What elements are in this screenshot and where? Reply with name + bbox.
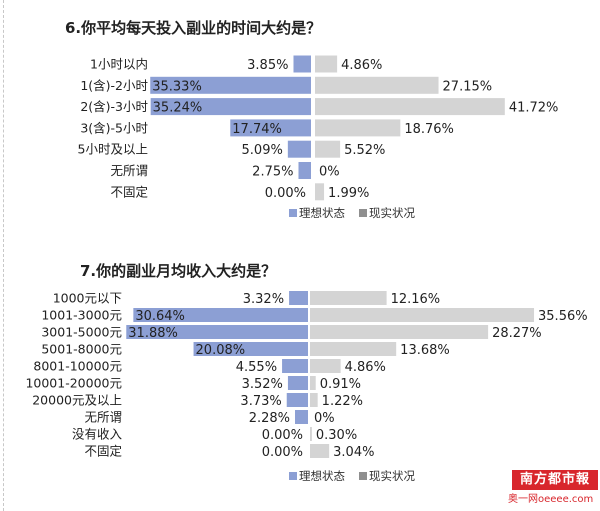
watermark-logo: 南方都市報 奥一网oeeee.com <box>508 470 598 510</box>
real-value-label: 0% <box>319 165 340 180</box>
real-value-label: 0% <box>314 411 335 426</box>
ideal-bar <box>282 359 308 373</box>
watermark-site: 奥一网oeeee.com <box>508 494 594 505</box>
legend: 理想状态 现实状况 <box>289 469 415 483</box>
real-bar <box>310 342 397 356</box>
category-label: 1小时以内 <box>90 57 148 72</box>
ideal-bar <box>289 291 308 305</box>
real-bar <box>315 140 341 158</box>
ideal-bar <box>295 410 308 424</box>
ideal-bar <box>193 342 308 356</box>
category-label: 无所谓 <box>84 410 122 425</box>
category-label: 8001-10000元 <box>33 359 122 374</box>
category-label: 不固定 <box>84 444 122 459</box>
category-label: 3001-5000元 <box>41 325 122 340</box>
left-border-line <box>3 0 5 511</box>
chart-daily-time: 6.你平均每天投入副业的时间大约是？ 1小时以内 3.85% 4.86% 1(含)-2小… <box>65 19 559 220</box>
category-label: 2(含)-3小时 <box>80 99 148 114</box>
real-bar <box>310 444 330 458</box>
real-bar <box>310 427 312 441</box>
real-value-label: 18.76% <box>404 122 454 137</box>
chart-title: 7.你的副业月均收入大约是？ <box>80 262 276 280</box>
category-label: 1001-3000元 <box>41 308 122 323</box>
real-bar <box>315 183 325 201</box>
real-bar <box>310 325 489 339</box>
real-value-label: 4.86% <box>345 360 386 375</box>
ideal-value-label: 3.73% <box>240 394 281 409</box>
legend-label-ideal: 理想状态 <box>299 469 345 483</box>
legend-swatch-ideal <box>289 209 297 217</box>
ideal-value-label: 30.64% <box>135 309 185 324</box>
ideal-value-label: 0.00% <box>262 445 303 460</box>
ideal-bar <box>287 140 311 158</box>
ideal-bar <box>298 162 311 179</box>
real-bar <box>315 119 401 137</box>
watermark-brand: 南方都市報 <box>512 470 598 490</box>
ideal-value-label: 0.00% <box>262 428 303 443</box>
category-label: 3(含)-5小时 <box>80 120 148 135</box>
real-bar <box>310 359 341 373</box>
ideal-value-label: 3.85% <box>247 58 288 73</box>
real-value-label: 5.52% <box>344 143 385 158</box>
ideal-value-label: 17.74% <box>232 122 282 137</box>
ideal-value-label: 35.24% <box>153 101 203 116</box>
chart-monthly-income: 7.你的副业月均收入大约是？ 1000元以下 3.32% 12.16% 1001-300… <box>25 262 588 483</box>
real-value-label: 12.16% <box>391 292 441 307</box>
ideal-value-label: 0.00% <box>265 186 306 201</box>
category-label: 5001-8000元 <box>41 342 122 357</box>
real-value-label: 4.86% <box>341 58 382 73</box>
ideal-value-label: 5.09% <box>242 143 283 158</box>
category-label: 无所谓 <box>110 163 148 178</box>
ideal-bar <box>293 55 311 73</box>
ideal-value-label: 20.08% <box>196 343 246 358</box>
category-label: 20000元及以上 <box>32 393 122 408</box>
real-bar <box>315 76 439 94</box>
real-bar <box>310 308 535 322</box>
real-value-label: 0.30% <box>316 428 357 443</box>
category-label: 不固定 <box>110 184 148 199</box>
legend-label-real: 现实状况 <box>369 469 415 483</box>
real-value-label: 41.72% <box>509 101 559 116</box>
ideal-value-label: 31.88% <box>128 326 178 341</box>
ideal-value-label: 2.28% <box>249 411 290 426</box>
real-value-label: 13.68% <box>400 343 450 358</box>
chart-title: 6.你平均每天投入副业的时间大约是？ <box>65 19 321 37</box>
category-label: 没有收入 <box>72 427 123 442</box>
real-bar <box>310 291 387 305</box>
real-value-label: 1.22% <box>322 394 363 409</box>
real-bar <box>315 98 505 116</box>
ideal-bar <box>286 393 308 407</box>
ideal-value-label: 2.75% <box>252 165 293 180</box>
real-value-label: 3.04% <box>333 445 374 460</box>
category-label: 10001-20000元 <box>25 376 122 391</box>
ideal-bar <box>150 76 311 94</box>
ideal-value-label: 35.33% <box>152 79 202 94</box>
legend-swatch-ideal <box>289 472 297 480</box>
ideal-value-label: 3.32% <box>243 292 284 307</box>
category-label: 5小时及以上 <box>78 142 148 157</box>
category-label: 1000元以下 <box>53 291 122 306</box>
ideal-bar <box>287 376 308 390</box>
real-value-label: 0.91% <box>320 377 361 392</box>
ideal-value-label: 3.52% <box>242 377 283 392</box>
real-value-label: 27.15% <box>443 79 493 94</box>
legend-swatch-real <box>359 472 367 480</box>
real-value-label: 35.56% <box>538 309 588 324</box>
legend-label-real: 现实状况 <box>369 206 415 220</box>
ideal-bar <box>126 325 308 339</box>
legend-swatch-real <box>359 209 367 217</box>
ideal-bar <box>133 308 308 322</box>
real-bar <box>310 376 316 390</box>
real-bar <box>315 55 338 73</box>
real-value-label: 28.27% <box>492 326 542 341</box>
category-label: 1(含)-2小时 <box>80 78 148 93</box>
real-bar <box>310 393 318 407</box>
legend-label-ideal: 理想状态 <box>299 206 345 220</box>
ideal-bar <box>150 98 311 116</box>
legend: 理想状态 现实状况 <box>289 206 415 220</box>
ideal-value-label: 4.55% <box>236 360 277 375</box>
ideal-bar <box>230 119 311 137</box>
real-value-label: 1.99% <box>328 186 369 201</box>
